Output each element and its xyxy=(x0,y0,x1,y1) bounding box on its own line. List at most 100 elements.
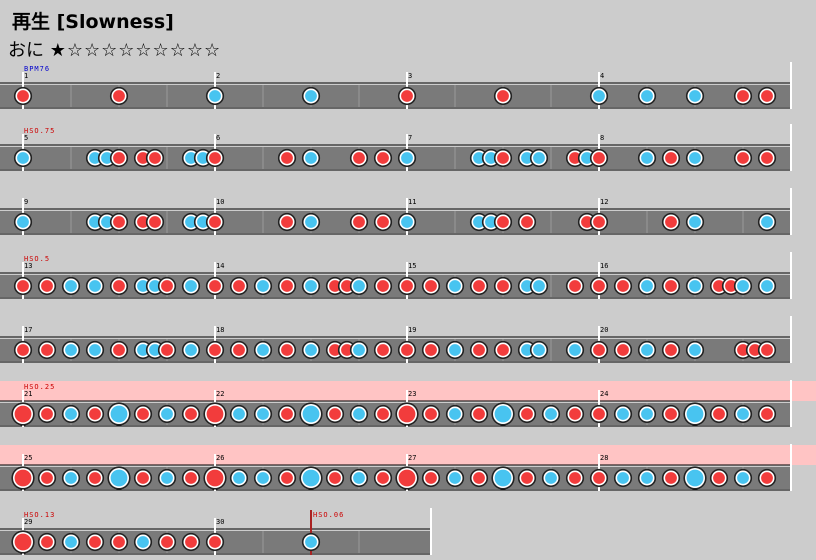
note-face xyxy=(377,408,389,420)
don-note xyxy=(133,468,153,488)
note-face xyxy=(401,152,413,164)
ka-note xyxy=(445,340,465,360)
don-note xyxy=(13,276,33,296)
don-note xyxy=(589,148,609,168)
measure-number: 24 xyxy=(600,390,608,398)
don-note xyxy=(277,404,297,424)
note-face xyxy=(65,536,77,548)
ka-note xyxy=(301,340,321,360)
ka-note xyxy=(301,212,321,232)
speed-marker-label: HSO.06 xyxy=(313,511,344,519)
measure-number: 16 xyxy=(600,262,608,270)
note-face xyxy=(341,344,353,356)
note-face xyxy=(137,280,149,292)
note-face xyxy=(17,90,29,102)
measure-number: 23 xyxy=(408,390,416,398)
note-face xyxy=(377,472,389,484)
note-face xyxy=(41,536,53,548)
note-face xyxy=(593,216,605,228)
measure-number: 26 xyxy=(216,454,224,462)
don-note xyxy=(493,148,513,168)
note-face xyxy=(209,280,221,292)
note-face xyxy=(401,90,413,102)
big-ka-note xyxy=(299,402,323,426)
speed-marker-label: HSO.25 xyxy=(24,383,55,391)
don-note xyxy=(349,212,369,232)
don-note xyxy=(733,86,753,106)
note-face xyxy=(497,280,509,292)
note-face xyxy=(497,152,509,164)
note-face xyxy=(581,152,593,164)
note-face xyxy=(101,152,113,164)
don-note xyxy=(421,404,441,424)
note-face xyxy=(521,216,533,228)
ka-note xyxy=(685,340,705,360)
speed-marker-label: HSO.13 xyxy=(24,511,55,519)
don-note xyxy=(589,340,609,360)
don-note xyxy=(13,86,33,106)
note-face xyxy=(257,472,269,484)
chart-row: 1 2 3 4 BPM76 xyxy=(0,62,792,109)
ka-note xyxy=(685,86,705,106)
note-face xyxy=(113,152,125,164)
note-face xyxy=(233,472,245,484)
note-face xyxy=(113,216,125,228)
note-face xyxy=(521,280,533,292)
big-ka-note xyxy=(107,466,131,490)
note-face xyxy=(689,216,701,228)
note-face xyxy=(101,216,113,228)
don-note xyxy=(613,276,633,296)
note-face xyxy=(281,280,293,292)
don-note xyxy=(589,404,609,424)
note-face xyxy=(401,344,413,356)
note-face xyxy=(137,344,149,356)
don-note xyxy=(145,148,165,168)
ka-note xyxy=(637,148,657,168)
note-face xyxy=(725,280,737,292)
note-face xyxy=(497,344,509,356)
note-face xyxy=(521,152,533,164)
don-note xyxy=(493,86,513,106)
note-face xyxy=(89,472,101,484)
note-face xyxy=(617,408,629,420)
big-don-note xyxy=(395,402,419,426)
big-don-note xyxy=(203,466,227,490)
note-face xyxy=(353,344,365,356)
ka-note xyxy=(613,404,633,424)
don-note xyxy=(13,340,33,360)
don-note xyxy=(757,468,777,488)
note-face xyxy=(257,344,269,356)
note-face xyxy=(65,472,77,484)
ka-note xyxy=(301,532,321,552)
note-face xyxy=(689,90,701,102)
note-face xyxy=(110,469,128,487)
note-face xyxy=(713,472,725,484)
don-note xyxy=(565,404,585,424)
note-face xyxy=(209,536,221,548)
note-face xyxy=(377,152,389,164)
note-face xyxy=(641,408,653,420)
ka-note xyxy=(229,404,249,424)
ka-note xyxy=(253,468,273,488)
note-face xyxy=(329,280,341,292)
don-note xyxy=(421,276,441,296)
big-don-note xyxy=(11,466,35,490)
chart-row: 25 26 27 28 xyxy=(0,444,816,491)
note-face xyxy=(302,405,320,423)
note-face xyxy=(665,280,677,292)
note-face xyxy=(398,405,416,423)
don-note xyxy=(661,276,681,296)
note-face xyxy=(41,280,53,292)
don-note xyxy=(757,340,777,360)
note-face xyxy=(425,408,437,420)
don-note xyxy=(205,148,225,168)
ka-note xyxy=(757,276,777,296)
don-note xyxy=(205,340,225,360)
ka-note xyxy=(613,468,633,488)
don-note xyxy=(205,212,225,232)
don-note xyxy=(157,340,177,360)
chart-row: 13 14 15 16 HSO.5 xyxy=(0,252,792,299)
don-note xyxy=(397,276,417,296)
note-face xyxy=(113,90,125,102)
note-face xyxy=(485,216,497,228)
